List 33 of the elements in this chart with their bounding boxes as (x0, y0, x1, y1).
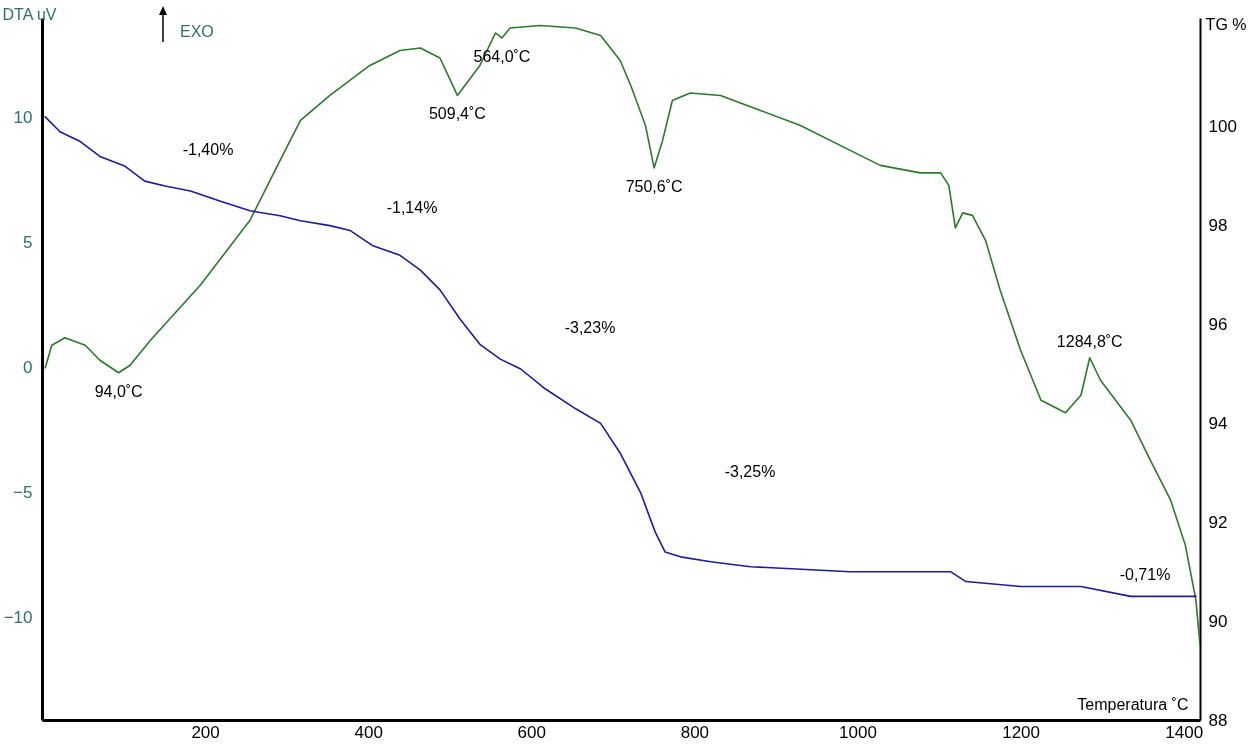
x-tick-label: 200 (191, 722, 220, 742)
x-tick-label: 1000 (839, 722, 877, 742)
y-axis-title: DTA uV (2, 5, 57, 23)
y-tick-label: −5 (13, 483, 33, 503)
y2-tick-label: 90 (1208, 611, 1228, 631)
x-axis-title: Temperatura ˚C (1077, 695, 1189, 713)
annotation: -1,40% (182, 141, 234, 158)
x-tick-label: 1200 (1002, 722, 1041, 742)
annotation: -3,23% (564, 319, 616, 336)
y2-tick-label: 98 (1208, 216, 1228, 236)
x-tick-label: 800 (680, 722, 710, 742)
y2-tick-label: 94 (1208, 413, 1228, 433)
y2-axis-title: TG % (1205, 15, 1247, 33)
y-tick-label: −10 (3, 608, 33, 628)
annotation: -3,25% (724, 463, 776, 480)
annotation: -1,14% (386, 199, 438, 216)
annotation: 750,6˚C (625, 177, 683, 195)
x-tick-label: 1400 (1165, 722, 1204, 742)
x-tick-label: 600 (517, 722, 546, 742)
y-tick-label: 10 (13, 108, 33, 128)
line-series (44, 24, 1200, 646)
annotation: EXO (180, 23, 214, 40)
y2-tick-label: 92 (1208, 512, 1228, 532)
annotation: 509,4˚C (428, 105, 486, 123)
annotation: 1284,8˚C (1056, 332, 1123, 350)
y-tick-label: 0 (23, 358, 33, 378)
y2-tick-label: 100 (1208, 117, 1237, 137)
annotation: -0,71% (1119, 566, 1171, 583)
x-tick-label: 400 (354, 722, 383, 742)
y-tick-label: 5 (23, 233, 33, 253)
y2-tick-label: 96 (1208, 315, 1228, 335)
annotation: 94,0˚C (94, 382, 143, 400)
y2-tick-label: 88 (1208, 710, 1228, 730)
